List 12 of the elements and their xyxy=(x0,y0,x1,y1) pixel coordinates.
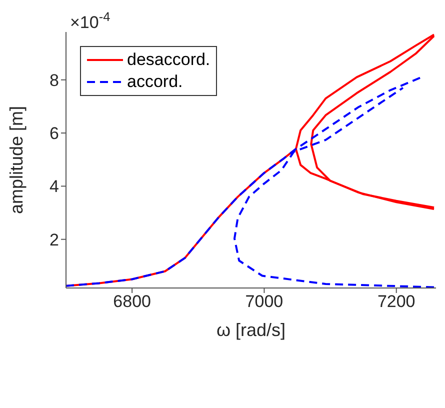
y-axis-title: amplitude [m] xyxy=(6,106,26,214)
y-tick-label: 8 xyxy=(50,70,59,90)
y-tick-label: 6 xyxy=(50,124,59,144)
x-axis-title: ω [rad/s] xyxy=(216,320,286,340)
x-tick-label: 6800 xyxy=(113,292,151,312)
y-tick-label: 2 xyxy=(50,230,59,250)
text: ×10$^{-4}$ xyxy=(70,8,110,32)
legend-label: accord. xyxy=(127,71,183,93)
y-tick-label: 4 xyxy=(50,177,59,196)
x-tick-label: 7200 xyxy=(377,292,416,312)
x-tick-label: 7000 xyxy=(245,292,284,312)
legend-label: desaccord. xyxy=(127,49,210,71)
